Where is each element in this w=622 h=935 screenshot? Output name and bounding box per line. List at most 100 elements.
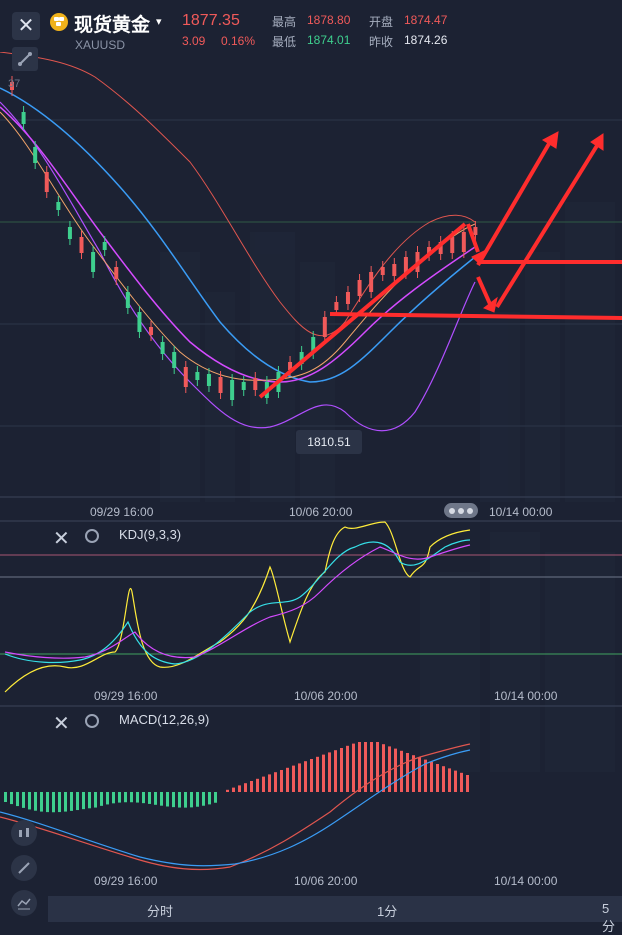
instrument-symbol: XAUUSD	[75, 38, 126, 52]
candle-body	[288, 362, 293, 370]
macd-bar	[400, 750, 403, 792]
candle-body	[345, 292, 350, 304]
macd-dif-line	[0, 743, 471, 871]
macd-bar	[466, 775, 469, 792]
candle-body	[137, 312, 142, 332]
tab-1min[interactable]: 1分	[377, 904, 398, 919]
draw-line-icon	[18, 52, 32, 66]
macd-bar	[196, 792, 199, 807]
bollinger-upper	[0, 52, 476, 337]
macd-close-icon[interactable]: ✕	[53, 713, 70, 735]
draw-line-button[interactable]	[12, 47, 38, 71]
annotation-arrows	[258, 131, 622, 399]
close-icon: ✕	[17, 15, 35, 37]
pen-icon	[18, 862, 30, 874]
kdj-indicator-name: KDJ(9,3,3)	[119, 527, 182, 542]
candle-body	[311, 337, 316, 353]
kdj-close-icon[interactable]: ✕	[53, 528, 70, 550]
high-label: 最高	[272, 15, 297, 29]
macd-bar	[214, 792, 217, 803]
macd-bar	[52, 792, 55, 813]
close-button[interactable]: ✕	[12, 12, 40, 40]
candle-body	[195, 372, 200, 380]
tab-timeshare[interactable]: 分时	[147, 904, 174, 919]
macd-bar	[436, 764, 439, 792]
macd-bar	[454, 770, 457, 792]
instrument-title[interactable]: 现货黄金	[74, 14, 151, 36]
macd-bar	[316, 756, 319, 792]
candle-body	[149, 327, 154, 335]
candle-body	[33, 147, 38, 163]
macd-bar	[262, 776, 265, 792]
indicator-button[interactable]	[11, 890, 37, 916]
background-pattern	[160, 202, 615, 772]
candle-body	[334, 302, 339, 310]
macd-settings-icon[interactable]	[85, 714, 99, 728]
macd-bar	[382, 744, 385, 792]
more-dots-icon[interactable]	[444, 503, 478, 518]
bollinger-lower	[0, 101, 476, 432]
macd-x-label-3: 10/14 00:00	[494, 874, 558, 888]
macd-bar	[118, 792, 121, 803]
kdj-x-label-3: 10/14 00:00	[494, 689, 558, 703]
macd-bar	[130, 792, 133, 803]
macd-bar	[10, 792, 13, 805]
macd-bar	[184, 792, 187, 808]
kdj-j-line	[4, 521, 471, 693]
macd-bar	[22, 792, 25, 808]
macd-bar	[394, 748, 397, 792]
macd-bar	[160, 792, 163, 806]
candle-body	[79, 237, 84, 253]
macd-bar	[46, 792, 49, 813]
candle-body	[403, 257, 408, 273]
macd-bar	[292, 765, 295, 792]
macd-bar	[136, 792, 139, 803]
price-change-percent: 0.16%	[221, 34, 256, 48]
macd-bar	[142, 792, 145, 804]
tab-5min[interactable]: 5分	[602, 901, 616, 934]
macd-bar	[154, 792, 157, 805]
candle-body	[461, 232, 466, 252]
candle-body	[322, 317, 327, 337]
main-grid	[0, 119, 622, 427]
left-axis-value: 37	[8, 78, 21, 90]
macd-bar	[88, 792, 91, 809]
macd-bar	[94, 792, 97, 808]
macd-bar	[226, 789, 229, 792]
macd-bar	[238, 785, 241, 792]
candlestick-button[interactable]	[11, 820, 37, 846]
candle-body	[392, 264, 397, 276]
macd-bar	[358, 742, 361, 792]
macd-bar	[106, 792, 109, 805]
macd-bar	[76, 792, 79, 811]
macd-bar	[280, 770, 283, 792]
kdj-d-line	[4, 544, 471, 659]
low-value: 1874.01	[307, 33, 351, 47]
macd-bar	[4, 792, 7, 802]
macd-bar	[40, 792, 43, 812]
candle-body	[172, 352, 177, 368]
macd-indicator-name: MACD(12,26,9)	[119, 712, 210, 727]
macd-x-label-2: 10/06 20:00	[294, 874, 358, 888]
candlestick-series	[10, 76, 478, 406]
candle-body	[357, 280, 362, 296]
macd-bar	[232, 787, 235, 792]
macd-bar	[190, 792, 193, 808]
candle-body	[102, 242, 107, 250]
macd-bar	[340, 748, 343, 792]
macd-bar	[178, 792, 181, 808]
kdj-settings-icon[interactable]	[85, 529, 99, 543]
period-bar	[48, 896, 622, 922]
pen-button[interactable]	[11, 855, 37, 881]
candle-body	[183, 367, 188, 387]
macd-bar	[448, 768, 451, 792]
macd-bar	[370, 742, 373, 792]
candle-body	[427, 247, 432, 255]
chart-canvas[interactable]	[0, 52, 622, 896]
low-price-marker: 1810.51	[296, 430, 362, 454]
macd-bar	[250, 781, 253, 792]
chevron-down-icon[interactable]: ▾	[156, 16, 162, 28]
kdj-x-label-2: 10/06 20:00	[294, 689, 358, 703]
low-label: 最低	[272, 35, 297, 49]
candle-body	[114, 267, 119, 279]
